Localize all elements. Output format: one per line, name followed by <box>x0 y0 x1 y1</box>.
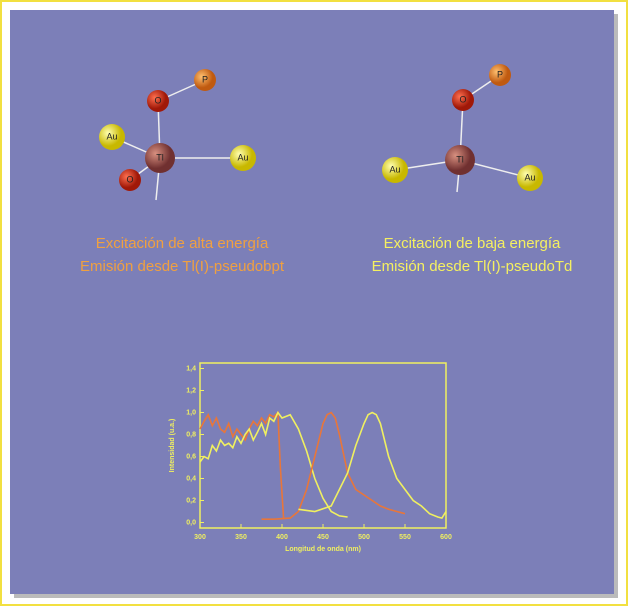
caption: Excitación de alta energía <box>96 235 269 252</box>
atom-label: P <box>497 69 503 79</box>
y-tick-label: 1,0 <box>186 409 196 416</box>
atom-label: P <box>202 74 208 84</box>
x-tick-label: 300 <box>194 534 206 541</box>
y-tick-label: 0,6 <box>186 453 196 460</box>
atom-label: Tl <box>156 152 164 162</box>
y-tick-label: 0,2 <box>186 497 196 504</box>
y-tick-label: 0,8 <box>186 431 196 438</box>
panel <box>10 10 614 594</box>
y-axis-label: Intensidad (u.a.) <box>169 419 176 473</box>
atom-label: Au <box>106 131 117 141</box>
y-tick-label: 1,4 <box>186 365 196 372</box>
atom-label: Au <box>237 152 248 162</box>
atom-label: Au <box>524 172 535 182</box>
y-tick-label: 1,2 <box>186 387 196 394</box>
x-axis-label: Longitud de onda (nm) <box>285 546 361 553</box>
y-tick-label: 0,0 <box>186 519 196 526</box>
x-tick-label: 550 <box>399 534 411 541</box>
caption: Emisión desde Tl(I)-pseudoTd <box>372 258 573 275</box>
atom-label: O <box>459 94 466 104</box>
atom-label: Au <box>389 164 400 174</box>
figure: P O Au Tl Au O P O Tl Au Au Excitación d… <box>0 0 628 606</box>
atom-label: Tl <box>456 154 464 164</box>
atom-label: O <box>154 95 161 105</box>
x-tick-label: 450 <box>317 534 329 541</box>
atom-label: O <box>126 174 133 184</box>
x-tick-label: 500 <box>358 534 370 541</box>
caption: Excitación de baja energía <box>384 235 561 252</box>
x-tick-label: 600 <box>440 534 452 541</box>
y-tick-label: 0,4 <box>186 475 196 482</box>
x-tick-label: 350 <box>235 534 247 541</box>
x-tick-label: 400 <box>276 534 288 541</box>
caption: Emisión desde Tl(I)-pseudobpt <box>80 258 285 275</box>
